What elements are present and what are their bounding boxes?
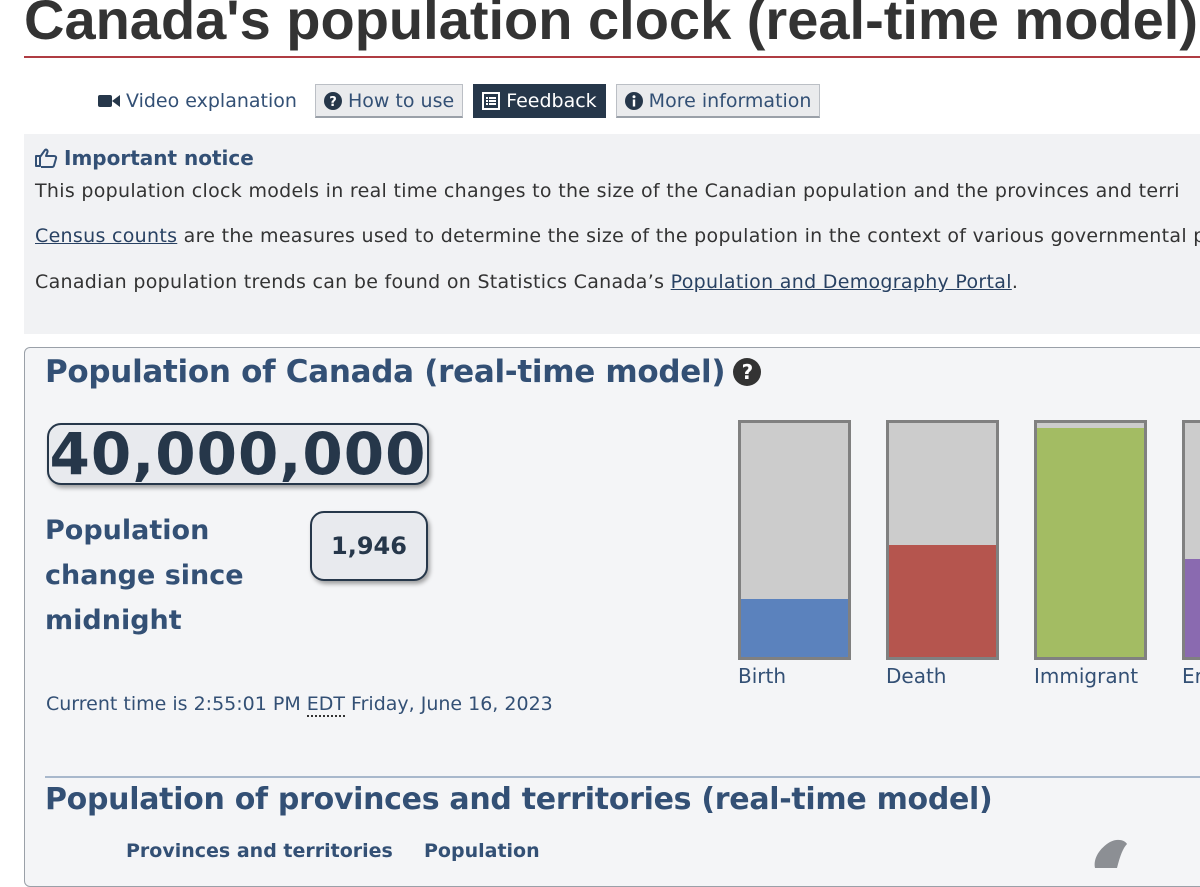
more-information-button[interactable]: More information <box>615 84 821 118</box>
gauge-death <box>886 420 999 660</box>
page-title: Canada's population clock (real-time mod… <box>24 0 1198 51</box>
panel-title-text: Population of Canada (real-time model) <box>45 354 726 390</box>
population-clock-panel: Population of Canada (real-time model) ?… <box>24 347 1200 887</box>
list-icon <box>482 92 501 110</box>
gauge-label-er: Er <box>1182 664 1200 688</box>
how-to-use-label: How to use <box>347 89 455 112</box>
gauge-fill-birth <box>741 598 848 657</box>
title-rule <box>24 56 1200 58</box>
section-divider <box>45 776 1200 778</box>
gauge-birth <box>738 420 851 660</box>
notice-line-3: Canadian population trends can be found … <box>35 271 1018 293</box>
info-circle-icon <box>624 91 643 110</box>
gauge-er <box>1182 420 1200 660</box>
video-camera-icon <box>98 93 120 109</box>
video-explanation-label: Video explanation <box>126 90 297 112</box>
population-change-label: Population change since midnight <box>45 515 244 636</box>
question-circle-icon: ? <box>323 91 342 110</box>
notice-line-1: This population clock models in real tim… <box>35 180 1180 202</box>
question-circle-icon[interactable]: ? <box>733 358 762 386</box>
current-time: Current time is 2:55:01 PM EDT Friday, J… <box>46 693 553 717</box>
notice-heading: Important notice <box>34 146 254 170</box>
gauge-fill-death <box>889 544 996 657</box>
svg-text:?: ? <box>329 95 337 110</box>
gauge-label-birth: Birth <box>738 664 787 688</box>
gauge-label-immigrant: Immigrant <box>1034 664 1139 688</box>
map-fragment-icon <box>1094 839 1127 868</box>
current-time-prefix: Current time is 2:55:01 PM <box>46 693 307 715</box>
more-information-label: More information <box>648 89 812 112</box>
column-header-provinces: Provinces and territories <box>126 840 393 862</box>
gauge-fill-er <box>1185 558 1200 657</box>
notice-line-2: Census counts are the measures used to d… <box>35 225 1200 247</box>
feedback-label: Feedback <box>506 90 597 112</box>
population-demography-portal-link[interactable]: Population and Demography Portal <box>670 271 1012 293</box>
panel-title: Population of Canada (real-time model) ? <box>45 354 762 390</box>
notice-heading-text: Important notice <box>64 146 254 170</box>
population-counter: 40,000,000 <box>47 420 429 488</box>
important-notice: Important notice This population clock m… <box>24 134 1200 334</box>
toolbar: Video explanation ? How to use Feedback … <box>90 83 821 119</box>
notice-line-2-text: are the measures used to determine the s… <box>177 225 1200 247</box>
population-change-counter: 1,946 <box>310 511 428 581</box>
hand-pointing-icon <box>34 148 58 168</box>
time-zone-abbr: EDT <box>306 693 346 717</box>
video-explanation-button[interactable]: Video explanation <box>90 84 305 118</box>
how-to-use-button[interactable]: ? How to use <box>314 84 464 118</box>
provinces-title: Population of provinces and territories … <box>45 782 993 817</box>
gauge-immigrant <box>1034 420 1147 660</box>
notice-line-3-end: . <box>1011 271 1019 293</box>
gauge-fill-immigrant <box>1037 427 1144 657</box>
feedback-button[interactable]: Feedback <box>473 84 606 118</box>
census-counts-link[interactable]: Census counts <box>35 225 178 247</box>
notice-line-3-text: Canadian population trends can be found … <box>35 271 671 293</box>
gauge-label-death: Death <box>886 664 947 688</box>
column-header-population: Population <box>424 840 540 862</box>
current-time-date: Friday, June 16, 2023 <box>345 693 553 715</box>
